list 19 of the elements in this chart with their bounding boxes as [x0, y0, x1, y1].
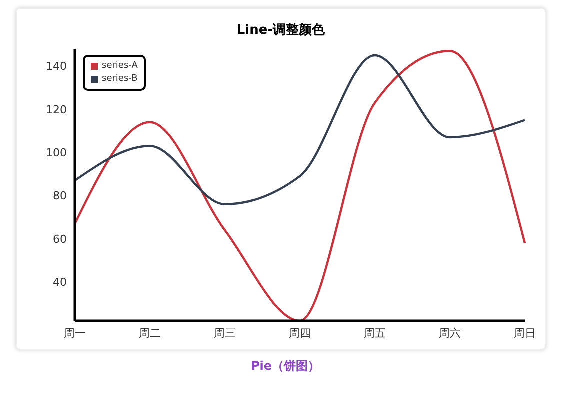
- x-tick-label: 周五: [364, 326, 386, 340]
- text: Pie（饼图）: [250, 358, 322, 375]
- x-tick-label: 周二: [139, 326, 161, 340]
- legend-label: series-A: [102, 60, 138, 73]
- chart-title: Line-调整颜色: [236, 22, 326, 39]
- line-series: [74, 54, 526, 206]
- y-tick-label: 80: [53, 190, 67, 203]
- y-tick-label: 40: [53, 276, 67, 290]
- x-tick-label: 周六: [439, 326, 461, 340]
- x-tick-label: 周四: [289, 326, 311, 340]
- x-tick-label: 周日: [514, 326, 536, 340]
- line-series: [74, 50, 526, 321]
- y-tick-label: 100: [46, 146, 67, 160]
- y-tick-label: 140: [46, 60, 67, 74]
- x-tick-label: 周三: [214, 326, 236, 340]
- legend-label: series-B: [102, 73, 138, 86]
- y-tick-label: 60: [53, 232, 67, 246]
- x-tick-label: 周一: [64, 326, 86, 340]
- y-tick-label: 120: [46, 103, 67, 116]
